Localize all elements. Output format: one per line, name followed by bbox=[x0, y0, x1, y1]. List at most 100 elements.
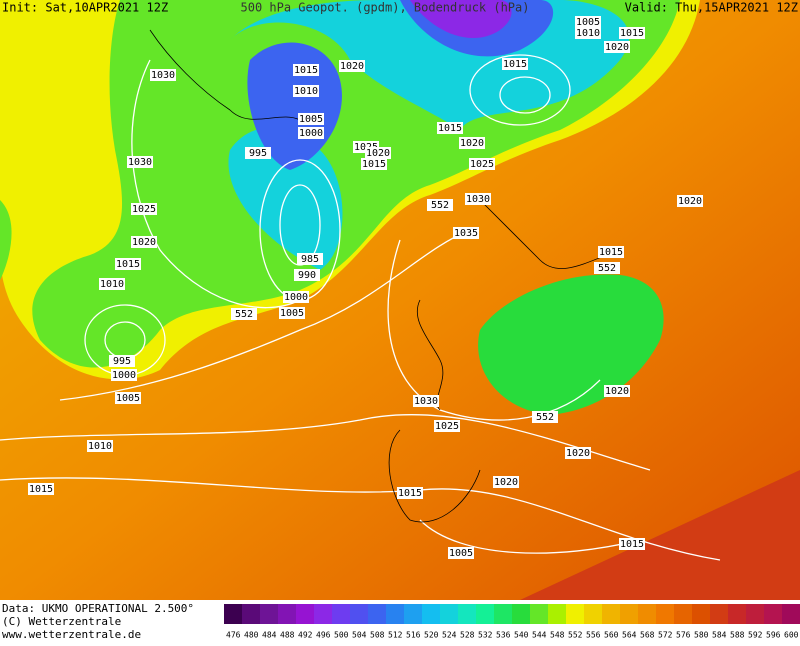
colorbar-swatch bbox=[278, 604, 296, 624]
colorbar-label: 544 bbox=[532, 631, 547, 640]
colorbar-swatch bbox=[422, 604, 440, 624]
isobar-label: 1015 bbox=[599, 247, 623, 258]
label-box bbox=[294, 269, 320, 281]
isobar-label: 1015 bbox=[29, 484, 53, 495]
colorbar-swatch bbox=[638, 604, 656, 624]
colorbar-swatch bbox=[476, 604, 494, 624]
label-box bbox=[231, 308, 257, 320]
label-box bbox=[448, 547, 474, 559]
colorbar-swatch bbox=[314, 604, 332, 624]
colorbar-label: 584 bbox=[712, 631, 727, 640]
label-box bbox=[598, 246, 624, 258]
label-box bbox=[127, 156, 153, 168]
label-box bbox=[619, 538, 645, 550]
label-box bbox=[298, 113, 324, 125]
label-box bbox=[397, 487, 423, 499]
isobar-label: 1030 bbox=[128, 157, 152, 168]
label-box bbox=[594, 262, 620, 274]
green-blob bbox=[478, 274, 664, 415]
colorbar-swatch bbox=[656, 604, 674, 624]
colorbar-label: 556 bbox=[586, 631, 601, 640]
label-box bbox=[604, 385, 630, 397]
colorbar-swatch bbox=[602, 604, 620, 624]
label-box bbox=[109, 355, 135, 367]
colorbar: 476 480 484 488 492 496 500 504 508 512 516 520 524 5… bbox=[224, 604, 800, 640]
colorbar-swatch bbox=[764, 604, 782, 624]
label-box bbox=[150, 69, 176, 81]
label-box bbox=[619, 27, 645, 39]
label-box bbox=[459, 137, 485, 149]
isobar-labels: 1005 1010 1015 1020 1015 1020 1015 1030 1010 1005… bbox=[28, 16, 703, 559]
colorbar-swatch bbox=[458, 604, 476, 624]
label-box bbox=[245, 147, 271, 159]
label-box bbox=[575, 27, 601, 39]
colorbar-label: 580 bbox=[694, 631, 709, 640]
colorbar-label: 540 bbox=[514, 631, 529, 640]
colorbar-swatch bbox=[674, 604, 692, 624]
isobar-label: 985 bbox=[301, 254, 319, 265]
colorbar-label: 524 bbox=[442, 631, 457, 640]
isobar-label: 1010 bbox=[294, 86, 318, 97]
isobar-label: 1020 bbox=[566, 448, 590, 459]
isobar-label: 1025 bbox=[470, 159, 494, 170]
isobar-label: 1005 bbox=[116, 393, 140, 404]
colorbar-swatch bbox=[548, 604, 566, 624]
label-box bbox=[87, 440, 113, 452]
isobar-label: 552 bbox=[598, 263, 616, 274]
isobar-label: 1015 bbox=[294, 65, 318, 76]
isobar-label: 1015 bbox=[116, 259, 140, 270]
colorbar-swatch bbox=[494, 604, 512, 624]
colorbar-swatch bbox=[368, 604, 386, 624]
isobar-label: 1000 bbox=[284, 292, 308, 303]
label-box bbox=[283, 291, 309, 303]
colorbar-label: 484 bbox=[262, 631, 277, 640]
isobar-label: 552 bbox=[235, 309, 253, 320]
isobar-label: 1010 bbox=[100, 279, 124, 290]
label-box bbox=[469, 158, 495, 170]
colorbar-swatch bbox=[296, 604, 314, 624]
isobar-label: 1005 bbox=[280, 308, 304, 319]
label-box bbox=[131, 203, 157, 215]
isobar-label: 552 bbox=[536, 412, 554, 423]
label-box bbox=[99, 278, 125, 290]
colorbar-swatch bbox=[566, 604, 584, 624]
colorbar-label: 496 bbox=[316, 631, 331, 640]
colorbar-label: 480 bbox=[244, 631, 259, 640]
colorbar-label: 508 bbox=[370, 631, 385, 640]
isobar-label: 1005 bbox=[299, 114, 323, 125]
isobar-label: 990 bbox=[298, 270, 316, 281]
colorbar-swatch bbox=[692, 604, 710, 624]
colorbar-swatch bbox=[260, 604, 278, 624]
isobar-label: 995 bbox=[249, 148, 267, 159]
label-box bbox=[427, 199, 453, 211]
label-box bbox=[361, 158, 387, 170]
colorbar-label: 552 bbox=[568, 631, 583, 640]
isobar-label: 1020 bbox=[678, 196, 702, 207]
colorbar-label: 560 bbox=[604, 631, 619, 640]
label-box bbox=[115, 258, 141, 270]
isobar-label: 1015 bbox=[503, 59, 527, 70]
colorbar-swatch bbox=[512, 604, 530, 624]
label-box bbox=[532, 411, 558, 423]
isobar-label: 1030 bbox=[414, 396, 438, 407]
colorbar-label: 516 bbox=[406, 631, 421, 640]
colorbar-label: 488 bbox=[280, 631, 295, 640]
isobar-label: 1015 bbox=[620, 28, 644, 39]
isobar-label: 1030 bbox=[466, 194, 490, 205]
colorbar-swatch bbox=[746, 604, 764, 624]
label-box bbox=[297, 253, 323, 265]
label-box bbox=[502, 58, 528, 70]
data-source: Data: UKMO OPERATIONAL 2.500° bbox=[2, 602, 194, 615]
isobar-label: 1015 bbox=[438, 123, 462, 134]
cyan-zone bbox=[228, 0, 630, 270]
label-box bbox=[677, 195, 703, 207]
colorbar-label: 532 bbox=[478, 631, 493, 640]
isobar-label: 1020 bbox=[340, 61, 364, 72]
isobar-label: 1015 bbox=[620, 539, 644, 550]
colorbar-swatch bbox=[710, 604, 728, 624]
colorbar-label: 536 bbox=[496, 631, 511, 640]
colorbar-label: 592 bbox=[748, 631, 763, 640]
label-box bbox=[131, 236, 157, 248]
colorbar-label: 568 bbox=[640, 631, 655, 640]
